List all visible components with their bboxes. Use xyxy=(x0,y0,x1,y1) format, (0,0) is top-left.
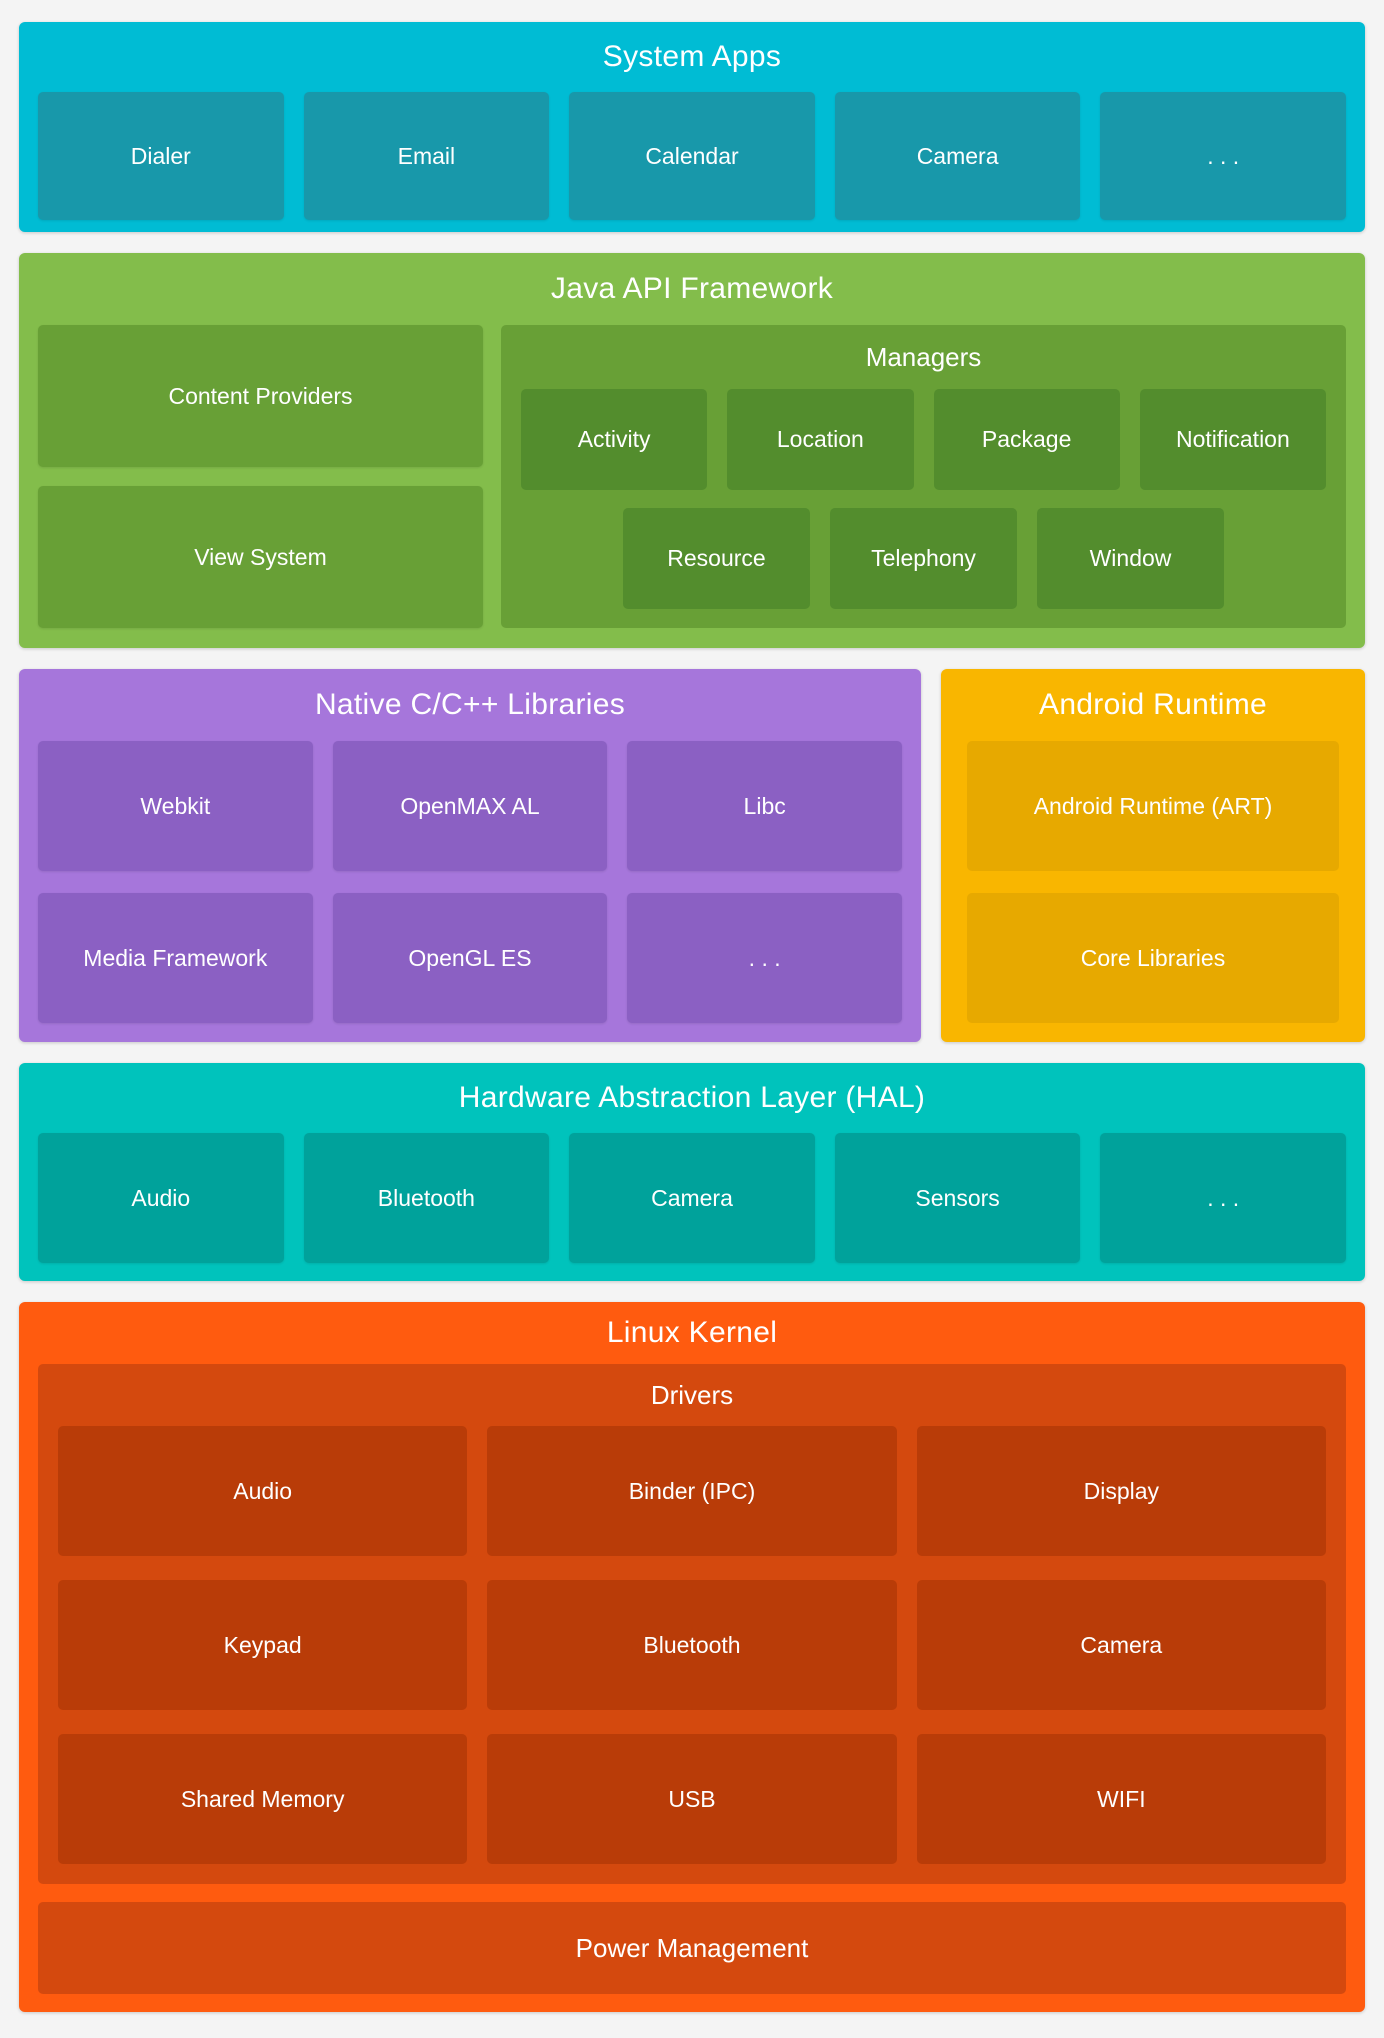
hal-title: Hardware Abstraction Layer (HAL) xyxy=(458,1081,926,1114)
hal-box-camera: Camera xyxy=(569,1133,815,1263)
box-resource-manager: Resource xyxy=(623,508,810,609)
box-native-ellipsis: . . . xyxy=(627,893,902,1023)
managers-row-1: Activity Location Package Notification xyxy=(521,389,1326,490)
box-core-libraries: Core Libraries xyxy=(967,893,1339,1023)
layer-system-apps: System Apps Dialer Email Calendar Camera… xyxy=(19,22,1365,232)
layer-android-runtime: Android Runtime Android Runtime (ART) Co… xyxy=(941,669,1365,1042)
box-openmax-al: OpenMAX AL xyxy=(332,741,608,871)
box-window-manager: Window xyxy=(1037,508,1224,609)
hal-box-audio: Audio xyxy=(38,1133,284,1263)
box-webkit: Webkit xyxy=(38,741,313,871)
layer-linux-kernel: Linux Kernel Drivers Audio Binder (IPC) … xyxy=(19,1302,1365,2012)
box-power-management: Power Management xyxy=(38,1902,1346,1994)
driver-box-usb: USB xyxy=(487,1734,897,1864)
driver-box-display: Display xyxy=(916,1426,1326,1556)
hal-box-bluetooth: Bluetooth xyxy=(303,1133,550,1263)
drivers-row-3: Shared Memory USB WIFI xyxy=(58,1734,1326,1864)
box-activity-manager: Activity xyxy=(521,389,708,490)
native-row-2: Media Framework OpenGL ES . . . xyxy=(38,893,902,1023)
box-dialer: Dialer xyxy=(38,92,284,220)
system-apps-row: Dialer Email Calendar Camera . . . xyxy=(38,92,1346,220)
native-row-1: Webkit OpenMAX AL Libc xyxy=(38,741,902,871)
box-apps-ellipsis: . . . xyxy=(1100,92,1346,220)
box-package-manager: Package xyxy=(933,389,1120,490)
middle-row: Native C/C++ Libraries Webkit OpenMAX AL… xyxy=(19,669,1365,1042)
driver-box-audio: Audio xyxy=(58,1426,468,1556)
box-telephony-manager: Telephony xyxy=(830,508,1017,609)
layer-hal: Hardware Abstraction Layer (HAL) Audio B… xyxy=(19,1063,1365,1281)
driver-box-wifi: WIFI xyxy=(916,1734,1326,1864)
drivers-group: Drivers Audio Binder (IPC) Display Keypa… xyxy=(38,1364,1346,1884)
box-calendar: Calendar xyxy=(569,92,815,220)
drivers-title: Drivers xyxy=(650,1379,734,1410)
android-runtime-title: Android Runtime xyxy=(1039,688,1267,721)
driver-box-binder-ipc: Binder (IPC) xyxy=(487,1426,897,1556)
driver-box-keypad: Keypad xyxy=(58,1580,468,1710)
hal-box-sensors: Sensors xyxy=(834,1133,1081,1263)
java-api-content: Content Providers View System Managers A… xyxy=(38,325,1346,628)
box-location-manager: Location xyxy=(727,389,914,490)
box-content-providers: Content Providers xyxy=(38,325,483,467)
box-media-framework: Media Framework xyxy=(38,893,313,1023)
linux-kernel-title: Linux Kernel xyxy=(606,1316,778,1349)
driver-box-bluetooth: Bluetooth xyxy=(487,1580,897,1710)
native-libraries-title: Native C/C++ Libraries xyxy=(314,688,626,721)
box-android-runtime-art: Android Runtime (ART) xyxy=(967,741,1339,871)
layer-java-api-framework: Java API Framework Content Providers Vie… xyxy=(19,253,1365,648)
box-opengl-es: OpenGL ES xyxy=(332,893,608,1023)
hal-row: Audio Bluetooth Camera Sensors . . . xyxy=(38,1133,1346,1263)
driver-box-shared-memory: Shared Memory xyxy=(58,1734,468,1864)
java-api-left-column: Content Providers View System xyxy=(38,325,483,628)
managers-group: Managers Activity Location Package Notif… xyxy=(501,325,1346,628)
box-email: Email xyxy=(303,92,550,220)
box-camera-app: Camera xyxy=(834,92,1081,220)
box-view-system: View System xyxy=(38,486,483,628)
managers-row-2: Resource Telephony Window xyxy=(521,508,1326,609)
hal-box-ellipsis: . . . xyxy=(1100,1133,1346,1263)
box-notification-manager: Notification xyxy=(1139,389,1326,490)
system-apps-title: System Apps xyxy=(602,40,782,73)
drivers-row-1: Audio Binder (IPC) Display xyxy=(58,1426,1326,1556)
driver-box-camera: Camera xyxy=(916,1580,1326,1710)
drivers-row-2: Keypad Bluetooth Camera xyxy=(58,1580,1326,1710)
layer-native-libraries: Native C/C++ Libraries Webkit OpenMAX AL… xyxy=(19,669,921,1042)
managers-title: Managers xyxy=(865,341,982,372)
java-api-title: Java API Framework xyxy=(550,272,834,305)
box-libc: Libc xyxy=(627,741,902,871)
